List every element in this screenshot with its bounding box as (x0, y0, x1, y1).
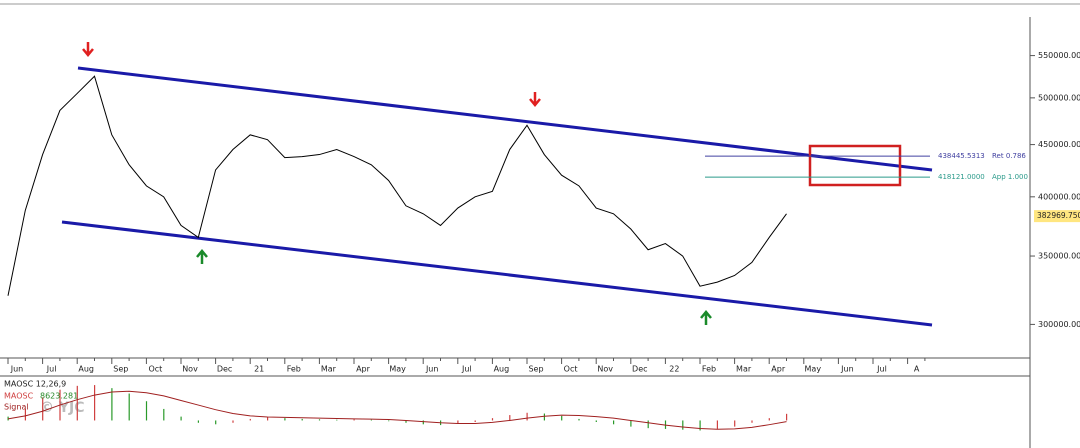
osc-bar (786, 413, 788, 421)
watermark: © YJC (40, 400, 85, 416)
y-tick-label: 550000.00 (1038, 51, 1080, 60)
osc-bar (163, 408, 165, 421)
x-tick-label: Nov (182, 365, 198, 374)
osc-bar (24, 408, 26, 421)
level-text: App 1.000 (992, 173, 1028, 181)
x-tick-label: Nov (597, 365, 613, 374)
osc-bar (370, 419, 372, 421)
x-tick-label: Aug (494, 365, 510, 374)
x-tick-label: Sep (528, 365, 543, 374)
y-tick-label: 400000.00 (1038, 192, 1080, 201)
osc-bar (699, 420, 701, 431)
level-value: 438445.5313 (938, 152, 985, 160)
osc-bar (561, 415, 563, 421)
osc-bar (716, 420, 718, 429)
price-line (7, 390, 787, 430)
osc-bar (595, 420, 597, 422)
osc-last-value: 8623.281 (40, 392, 78, 401)
last-price-label: 382969.750 (1037, 211, 1080, 220)
x-tick-label: Apr (771, 365, 786, 374)
osc-bar (180, 416, 182, 421)
osc-bar (232, 420, 234, 423)
x-tick-label: May (389, 365, 406, 374)
osc-bar (509, 415, 511, 421)
x-tick-label: A (914, 365, 920, 374)
osc-bar (249, 418, 251, 421)
osc-bar (630, 420, 632, 427)
osc-bar (284, 418, 286, 421)
osc-bar (267, 417, 269, 421)
osc-bar (578, 418, 580, 421)
osc-bar (457, 420, 459, 424)
x-tick-label: Jul (876, 365, 887, 374)
price-line (7, 75, 787, 296)
y-tick-label: 500000.00 (1038, 93, 1080, 102)
legend-entry: Signal (4, 403, 29, 412)
x-tick-label: Feb (287, 365, 301, 374)
y-tick-label: 450000.00 (1038, 140, 1080, 149)
x-tick-label: 21 (254, 365, 264, 374)
x-tick-label: Jun (425, 365, 439, 374)
x-tick-label: Jun (10, 365, 24, 374)
target-box (808, 144, 902, 187)
osc-bar (215, 420, 217, 425)
x-tick-label: Aug (78, 365, 94, 374)
osc-bar (353, 419, 355, 421)
osc-bar (682, 420, 684, 430)
osc-title: MAOSC 12,26,9 (4, 380, 66, 389)
osc-bar (94, 385, 96, 421)
osc-bar (647, 420, 649, 429)
x-tick-label: Jul (46, 365, 57, 374)
level-text: Ret 0.786 (992, 152, 1026, 160)
x-tick-label: Mar (321, 365, 337, 374)
osc-bar (128, 393, 130, 421)
legend-entry: MAOSC (4, 392, 34, 401)
buy-arrow (700, 310, 712, 325)
osc-bar (422, 420, 424, 425)
osc-bar (405, 420, 407, 423)
osc-bar (491, 418, 494, 421)
osc-bar (543, 413, 545, 421)
upper-channel (77, 66, 933, 172)
osc-bar (145, 401, 148, 421)
sell-arrow (82, 42, 94, 57)
osc-bar (768, 418, 770, 421)
osc-bar (42, 397, 44, 421)
osc-bar (301, 418, 303, 421)
x-tick-label: Jun (840, 365, 854, 374)
x-tick-label: May (805, 365, 822, 374)
x-tick-label: Mar (736, 365, 752, 374)
level-value: 418121.0000 (938, 173, 985, 181)
osc-bar (318, 419, 321, 421)
x-tick-label: Apr (356, 365, 371, 374)
y-tick-label: 300000.00 (1038, 320, 1080, 329)
osc-bar (76, 385, 78, 421)
y-tick-label: 350000.00 (1038, 252, 1080, 261)
x-tick-label: Dec (632, 365, 647, 374)
osc-bar (474, 420, 476, 422)
x-tick-label: Sep (113, 365, 128, 374)
osc-bar (197, 420, 199, 423)
x-tick-label: Feb (702, 365, 716, 374)
osc-bar (526, 412, 528, 421)
osc-bar (336, 419, 338, 421)
x-tick-label: 22 (669, 365, 679, 374)
osc-bar (388, 420, 390, 422)
x-tick-label: Jul (461, 365, 472, 374)
last-price-box (1034, 210, 1080, 223)
x-tick-label: Oct (148, 365, 162, 374)
osc-bar (111, 388, 113, 421)
osc-bar (734, 420, 736, 427)
x-tick-label: Dec (217, 365, 232, 374)
osc-bar (613, 420, 615, 425)
x-tick-label: Oct (564, 365, 578, 374)
lower-channel (61, 220, 933, 327)
osc-bar (751, 420, 753, 423)
buy-arrow (196, 249, 208, 264)
sell-arrow (529, 92, 541, 107)
